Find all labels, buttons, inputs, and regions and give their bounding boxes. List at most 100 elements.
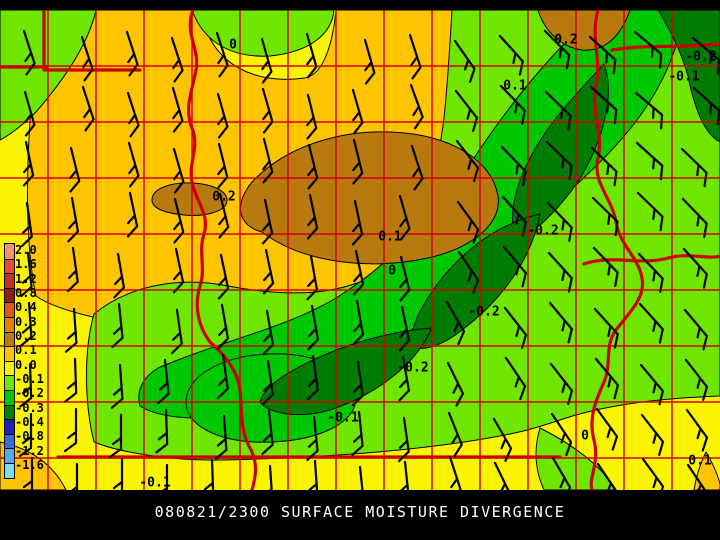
wind-barb [171, 86, 184, 133]
contour-label: 0.2 [554, 32, 578, 48]
wind-barb-glyph [592, 246, 619, 287]
wind-barb-glyph [306, 354, 319, 401]
wind-barb [261, 409, 274, 456]
wind-barb-glyph [548, 301, 573, 344]
color-scale-tick-label: -1.6 [15, 458, 44, 472]
wind-barb [22, 140, 35, 187]
wind-barb-glyph [545, 140, 573, 181]
wind-barb-glyph [681, 197, 708, 238]
wind-barb [398, 194, 411, 241]
wind-barb [127, 141, 140, 188]
wind-barb-glyph [126, 191, 139, 238]
wind-barb-glyph [18, 412, 33, 458]
wind-barb [551, 456, 572, 490]
color-scale-cell [5, 448, 14, 463]
wind-barb-glyph [22, 29, 36, 76]
wind-barb-glyph [306, 193, 319, 240]
wind-barb [217, 303, 230, 350]
wind-barb-glyph [69, 146, 81, 193]
wind-barb-glyph [81, 85, 95, 132]
wind-barb-glyph [456, 200, 480, 244]
wind-barb-glyph [172, 247, 185, 294]
wind-barb [306, 254, 319, 301]
wind-barb [69, 146, 81, 193]
wind-barb [686, 463, 709, 490]
color-scale-cell [5, 462, 14, 478]
wind-barb [18, 412, 33, 458]
wind-barb-glyph [633, 30, 663, 69]
color-scale-tick-label: 0.1 [15, 343, 37, 357]
wind-barb [23, 90, 36, 137]
wind-barb-glyph [307, 143, 319, 190]
color-scale-tick-label: -1.2 [15, 444, 44, 458]
wind-barb [63, 407, 78, 453]
wind-barb [546, 201, 573, 242]
contour-label: 0 [581, 428, 589, 444]
wind-barb [682, 247, 708, 289]
wind-barb-glyph [216, 353, 229, 400]
wind-barb-glyph [305, 459, 319, 490]
wind-barb [590, 146, 618, 187]
wind-barb [548, 301, 573, 344]
wind-barb [549, 362, 574, 405]
wind-barb-glyph [261, 359, 274, 406]
wind-barb-glyph [306, 415, 319, 462]
wind-barb-glyph [591, 196, 619, 237]
wind-barb [201, 458, 215, 490]
wind-barb [80, 35, 94, 82]
wind-barb [125, 30, 139, 77]
color-scale-tick-label: 0.8 [15, 286, 37, 300]
wind-barb-glyph [305, 32, 318, 79]
wind-barb-glyph [641, 457, 665, 490]
wind-barb-glyph [501, 195, 527, 237]
wind-barb-glyph [445, 300, 466, 345]
wind-barb [352, 138, 364, 185]
wind-barb [589, 85, 618, 125]
wind-barb [504, 356, 527, 401]
wind-barb [692, 86, 720, 126]
contour-label: -0.1 [668, 69, 700, 85]
wind-barb [22, 29, 36, 76]
wind-barb [408, 33, 422, 80]
wind-barb-glyph [306, 93, 318, 140]
wind-barb-glyph [217, 303, 230, 350]
wind-barb-glyph [216, 92, 229, 139]
wind-barb-glyph [639, 363, 664, 406]
wind-barb [503, 306, 528, 349]
wind-barb-glyph [351, 410, 364, 457]
wind-barb-glyph [682, 247, 708, 289]
contour-label: 0.1 [378, 229, 402, 245]
color-scale-tick-label: 0.4 [15, 300, 37, 314]
wind-barb [351, 88, 364, 135]
region-lime-top-oval [191, 10, 335, 57]
wind-barb-glyph [453, 39, 476, 83]
wind-barb [456, 200, 480, 244]
wind-barb-glyph [171, 86, 184, 133]
wind-barb-glyph [64, 357, 78, 403]
color-scale-tick-label: 0.0 [15, 358, 37, 372]
wind-barb-glyph [351, 199, 364, 246]
wind-barb-glyph [498, 34, 524, 76]
wind-barb-glyph [504, 356, 527, 401]
wind-barb-glyph [636, 191, 664, 232]
wind-barb-glyph [262, 309, 275, 356]
wind-barb-glyph [352, 465, 365, 490]
wind-barb [19, 362, 33, 408]
wind-barb [352, 299, 365, 346]
wind-barb [157, 358, 170, 405]
wind-barb-glyph [260, 464, 274, 490]
wind-barb [641, 457, 665, 490]
wind-barb-glyph [71, 462, 79, 490]
wind-barb [684, 358, 709, 401]
wind-barb-glyph [691, 36, 720, 75]
wind-barb [260, 37, 273, 84]
wind-barb-glyph [685, 408, 709, 452]
region-brown-left-blob [151, 182, 228, 216]
wind-barb-glyph [162, 463, 169, 490]
wind-barb-glyph [399, 255, 411, 302]
wind-barb-glyph [684, 358, 709, 401]
wind-barb [81, 85, 95, 132]
wind-barb-glyph [215, 31, 229, 78]
wind-barb [492, 417, 513, 462]
wind-barb-glyph [680, 147, 708, 188]
